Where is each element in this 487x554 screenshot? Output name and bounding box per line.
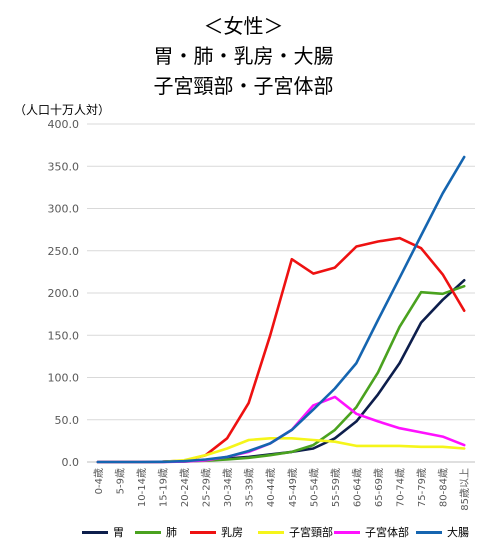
y-tick-label: 50.0	[55, 414, 80, 427]
legend-item: 肺	[135, 524, 177, 540]
y-tick-label: 100.0	[48, 372, 80, 385]
x-tick-label: 65-69歳	[373, 468, 385, 507]
x-tick-label: 80-84歳	[438, 468, 450, 507]
legend-swatch	[82, 530, 108, 534]
x-tick-label: 10-14歳	[136, 468, 148, 507]
y-tick-label: 350.0	[48, 160, 80, 173]
legend-item: 胃	[82, 524, 124, 540]
legend-label: 肺	[166, 526, 177, 539]
x-tick-label: 75-79歳	[416, 468, 428, 507]
x-tick-label: 70-74歳	[395, 468, 407, 507]
legend-item: 子宮頸部	[258, 524, 333, 540]
x-tick-label: 40-44歳	[265, 468, 277, 507]
legend-item: 子宮体部	[334, 524, 409, 540]
legend-swatch	[416, 530, 442, 534]
series-line-3	[96, 236, 466, 464]
chart-title-line-2: 胃・肺・乳房・大腸	[153, 44, 334, 68]
legend-label: 子宮頸部	[289, 526, 333, 539]
legend: 胃 肺 乳房 子宮頸部 子宮体部 大腸	[0, 524, 487, 544]
legend-swatch	[135, 530, 161, 534]
x-tick-label: 0-4歳	[93, 468, 105, 494]
series-line-6	[96, 155, 466, 464]
x-tick-label: 45-49歳	[287, 468, 299, 507]
x-tick-label: 20-24歳	[179, 468, 191, 507]
y-tick-label: 200.0	[48, 287, 80, 300]
legend-item: 大腸	[416, 524, 469, 540]
legend-swatch	[258, 530, 284, 534]
x-tick-label: 5-9歳	[114, 468, 126, 494]
y-tick-label: 0.0	[62, 456, 80, 469]
series-line-1	[96, 278, 466, 464]
x-tick-label: 55-59歳	[330, 468, 342, 507]
y-axis-unit-label: （人口十万人対）	[14, 103, 111, 117]
x-tick-label: 25-29歳	[201, 468, 213, 507]
x-tick-label: 30-34歳	[222, 468, 234, 507]
y-tick-label: 150.0	[48, 329, 80, 342]
legend-label: 子宮体部	[365, 526, 409, 539]
x-tick-label: 85歳以上	[459, 468, 471, 511]
x-tick-label: 35-39歳	[244, 468, 256, 507]
chart-title-line-1: ＜女性＞	[203, 14, 284, 38]
legend-label: 大腸	[447, 526, 469, 539]
legend-label: 乳房	[221, 526, 243, 539]
legend-swatch	[190, 530, 216, 534]
x-tick-label: 15-19歳	[157, 468, 169, 507]
y-tick-label: 300.0	[48, 203, 80, 216]
x-tick-label: 50-54歳	[308, 468, 320, 507]
legend-swatch	[334, 530, 360, 534]
chart-title-line-3: 子宮頸部・子宮体部	[153, 74, 334, 98]
series-line-4	[96, 436, 466, 464]
y-tick-label: 400.0	[48, 118, 80, 131]
legend-item: 乳房	[190, 524, 243, 540]
x-tick-label: 60-64歳	[351, 468, 363, 507]
y-tick-label: 250.0	[48, 245, 80, 258]
legend-label: 胃	[113, 526, 124, 539]
